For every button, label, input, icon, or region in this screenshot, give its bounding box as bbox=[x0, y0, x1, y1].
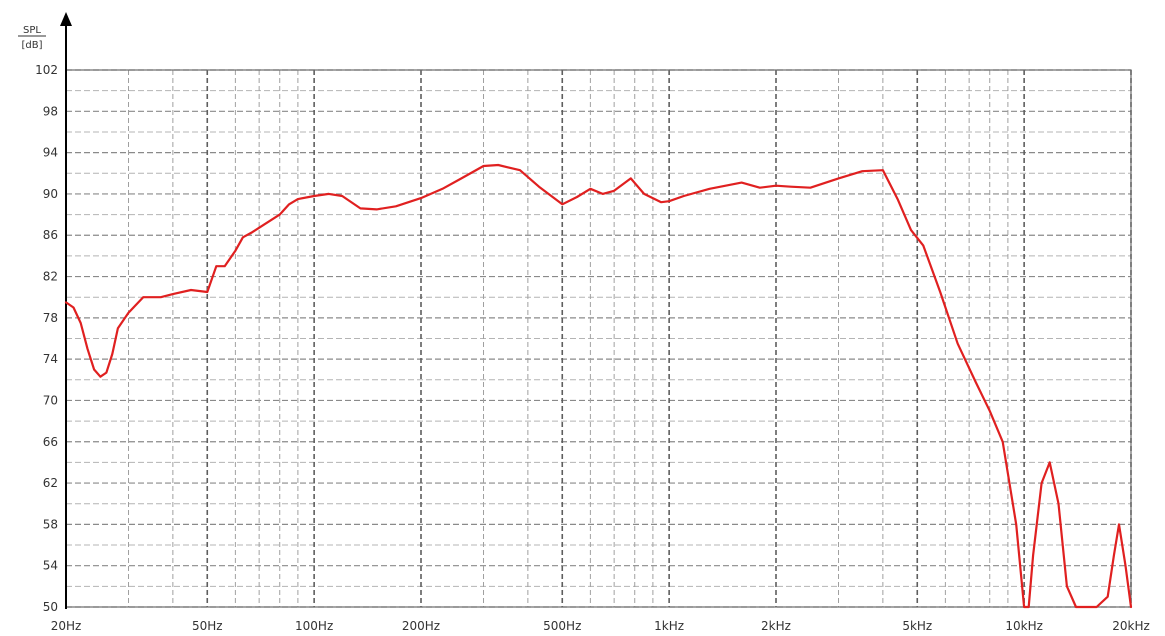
y-tick-label: 82 bbox=[43, 270, 58, 284]
response-curve bbox=[64, 163, 1133, 609]
y-tick-label: 86 bbox=[43, 228, 58, 242]
axes bbox=[60, 12, 1132, 609]
y-axis-unit: [dB] bbox=[21, 40, 42, 51]
y-tick-label: 102 bbox=[35, 63, 58, 77]
y-axis-arrow-icon bbox=[60, 12, 72, 26]
x-tick-label: 100Hz bbox=[295, 619, 333, 633]
series-layer bbox=[64, 163, 1133, 609]
x-tick-label: 500Hz bbox=[543, 619, 581, 633]
y-tick-label: 70 bbox=[43, 393, 58, 407]
x-tick-label: 20kHz bbox=[1112, 619, 1150, 633]
y-tick-label: 74 bbox=[43, 352, 58, 366]
y-tick-label: 50 bbox=[43, 600, 58, 614]
y-tick-label: 78 bbox=[43, 311, 58, 325]
y-axis-title: SPL [dB] bbox=[18, 25, 46, 51]
x-tick-label: 2kHz bbox=[761, 619, 791, 633]
y-tick-label: 66 bbox=[43, 435, 58, 449]
y-tick-label: 94 bbox=[43, 146, 58, 160]
grid bbox=[65, 69, 1132, 608]
y-tick-label: 98 bbox=[43, 104, 58, 118]
x-tick-label: 20Hz bbox=[51, 619, 82, 633]
x-tick-label: 200Hz bbox=[402, 619, 440, 633]
y-tick-label: 58 bbox=[43, 517, 58, 531]
y-tick-label: 54 bbox=[43, 559, 58, 573]
x-tick-label: 1kHz bbox=[654, 619, 684, 633]
x-tick-label: 50Hz bbox=[192, 619, 223, 633]
x-tick-label: 5kHz bbox=[902, 619, 932, 633]
tick-labels: 50 54 58 62 66 70 74 78 82 86 90 94 98 102 20Hz 50Hz 100… bbox=[35, 63, 1150, 633]
x-tick-label: 10kHz bbox=[1005, 619, 1043, 633]
y-tick-label: 90 bbox=[43, 187, 58, 201]
y-axis-label: SPL bbox=[23, 25, 41, 36]
y-tick-label: 62 bbox=[43, 476, 58, 490]
